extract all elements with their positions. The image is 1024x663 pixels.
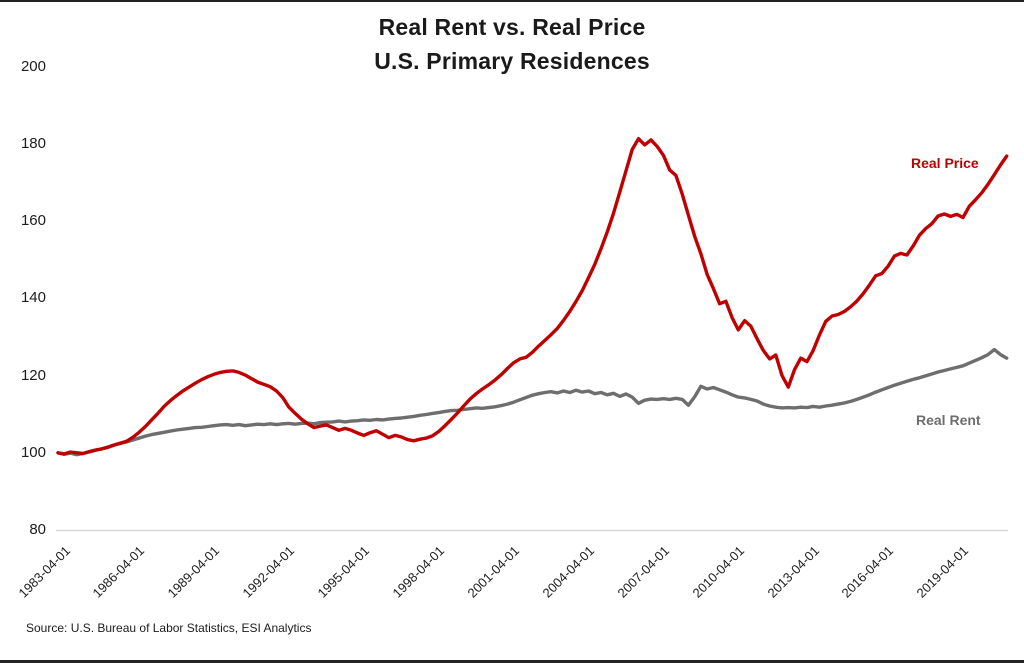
real-rent-line xyxy=(56,347,1009,457)
y-tick-label-80: 80 xyxy=(29,521,46,538)
real-rent-series-label: Real Rent xyxy=(916,412,981,428)
real-price-series-label: Real Price xyxy=(911,155,979,171)
y-tick-label-160: 160 xyxy=(20,212,46,229)
chart-title-line2: U.S. Primary Residences xyxy=(374,48,650,74)
y-tick-label-140: 140 xyxy=(20,289,46,307)
screenshot-bottom-border xyxy=(0,660,1024,663)
chart-title-line1: Real Rent vs. Real Price xyxy=(378,14,646,40)
source-note: Source: U.S. Bureau of Labor Statistics,… xyxy=(26,621,312,635)
y-tick-label-100: 100 xyxy=(20,443,46,461)
chart-title: Real Rent vs. Real Price U.S. Primary Re… xyxy=(0,10,1024,78)
y-tick-label-120: 120 xyxy=(20,366,46,384)
real-price-line xyxy=(56,136,1009,456)
y-tick-label-200: 200 xyxy=(20,57,46,75)
screenshot-top-border xyxy=(0,0,1024,2)
y-tick-label-180: 180 xyxy=(20,134,46,152)
